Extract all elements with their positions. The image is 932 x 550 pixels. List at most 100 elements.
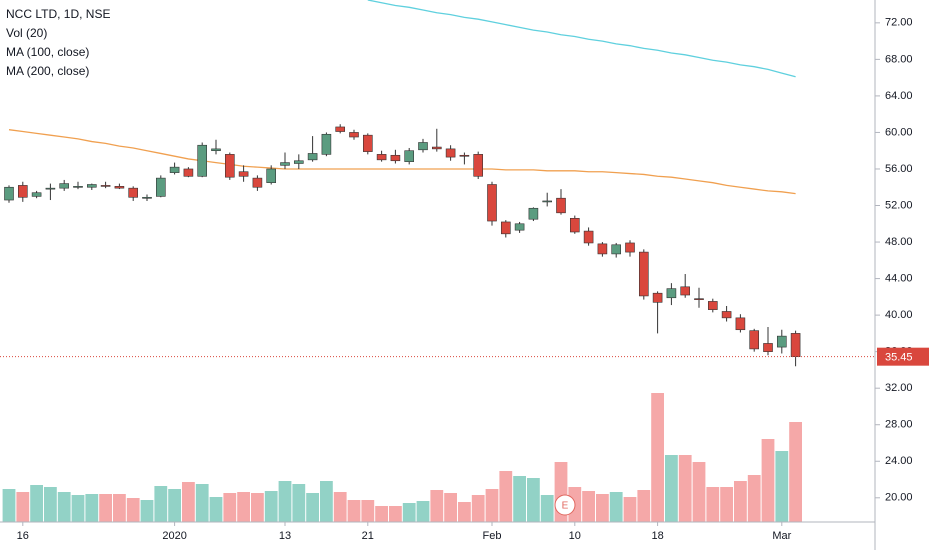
volume-bar [651,393,664,522]
candle-body [445,148,456,158]
candle-body [307,153,318,161]
volume-bar [57,492,71,522]
y-tick-label: 72.00 [885,17,913,29]
candle-body [473,154,484,177]
candle-body [500,221,511,235]
x-tick-label: 21 [362,530,374,542]
candle-body [87,184,97,188]
candle-body [169,166,180,173]
legend-ma200: MA (200, close) [6,64,89,78]
last-price-box [877,347,929,366]
candle-body [528,207,539,220]
candle-body [652,292,663,303]
candle-body [293,160,304,164]
volume-bar [140,500,154,522]
volume-bar [264,491,278,522]
candle-body [100,185,111,187]
volume-bar [706,487,720,522]
candle-body [128,187,138,198]
candle-body [266,168,277,183]
volume-bar [513,476,526,522]
candle-body [73,186,83,188]
candle-body [763,343,773,352]
volume-bar [223,493,237,522]
volume-bar [471,495,485,522]
volume-bar [623,497,637,522]
x-tick-label: 16 [17,530,29,542]
volume-layer [2,393,802,522]
candle-body [376,154,387,161]
x-tick-label: 13 [279,530,291,542]
candle-body [680,286,691,296]
volume-bar [485,489,499,522]
candle-body [666,288,677,299]
volume-bar [251,493,264,522]
candle-body [17,185,28,198]
volume-bar [775,451,789,522]
candle-layer [4,124,801,367]
candle-body [4,186,14,201]
volume-bar [582,491,595,522]
candle-body [114,186,125,189]
y-tick-label: 40.00 [885,309,913,321]
candle-body [418,142,428,151]
volume-bar [99,494,112,522]
y-tick-label: 48.00 [885,236,913,248]
y-tick-label: 60.00 [885,126,913,138]
candle-body [335,126,346,132]
candle-body [404,150,415,162]
candle-body [542,200,553,203]
volume-bar [789,422,802,522]
y-tick-label: 68.00 [885,53,913,65]
y-tick-label: 32.00 [885,382,913,394]
volume-bar [596,494,609,522]
volume-bar [402,503,416,522]
volume-bar [126,498,140,522]
candle-body [611,244,622,255]
candle-body [597,243,608,255]
volume-bar [609,492,623,522]
volume-bar [637,490,651,522]
candle-body [721,311,732,319]
volume-bar [361,500,375,522]
volume-bar [154,486,168,522]
candle-body [31,192,42,197]
candle-body [197,144,207,177]
volume-bar [71,495,85,522]
y-tick-label: 64.00 [885,90,913,102]
event-marker[interactable] [554,494,576,516]
candle-body [735,317,746,331]
candle-body [156,177,166,197]
candle-body [707,301,718,310]
volume-bar [2,489,16,522]
volume-bar [761,439,775,522]
candle-body [183,168,194,177]
y-tick-label: 20.00 [885,492,913,504]
volume-bar [113,494,126,522]
x-tick-label: Feb [483,530,502,542]
candle-body [459,154,470,157]
candle-body [749,330,760,350]
candle-body [514,223,525,231]
volume-bar [540,495,554,522]
volume-bar [389,506,402,522]
candle-body [59,183,70,189]
chart-title: NCC LTD, 1D, NSE [6,7,110,21]
x-tick-label: Mar [772,530,791,542]
volume-bar [195,484,209,522]
candle-body [583,230,594,244]
volume-bar [747,475,761,522]
candle-body [556,197,566,214]
candle-body [694,298,704,300]
volume-bar [430,490,444,522]
candle-body [638,251,649,297]
volume-bar [292,484,306,522]
candle-body [225,154,235,178]
volume-bar [44,487,57,522]
candle-body [321,133,332,155]
volume-bar [458,502,471,522]
volume-bar [168,489,181,522]
ma-line [8,129,796,195]
volume-bar [182,482,195,522]
